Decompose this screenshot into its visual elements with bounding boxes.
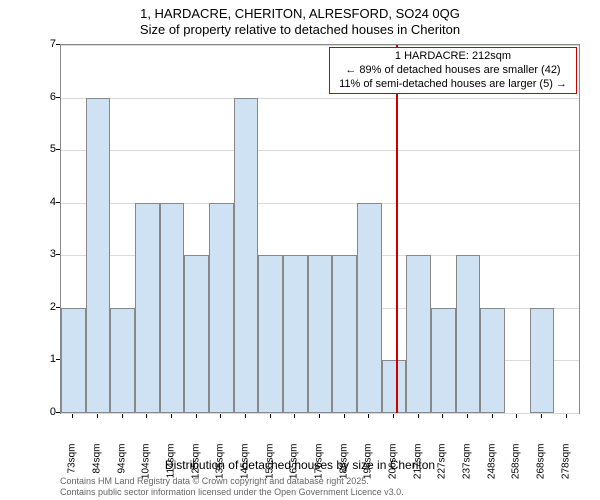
histogram-bar [431, 308, 456, 413]
x-tick-mark [467, 414, 468, 418]
annotation-line: ← 89% of detached houses are smaller (42… [334, 64, 572, 78]
y-tick-mark [56, 149, 60, 150]
title-line1: 1, HARDACRE, CHERITON, ALRESFORD, SO24 0… [0, 6, 600, 21]
gridline [61, 413, 579, 414]
y-tick-label: 1 [42, 353, 56, 365]
x-tick-mark [541, 414, 542, 418]
x-tick-mark [516, 414, 517, 418]
y-tick-mark [56, 359, 60, 360]
x-tick-mark [566, 414, 567, 418]
y-tick-mark [56, 97, 60, 98]
chart-container: 1, HARDACRE, CHERITON, ALRESFORD, SO24 0… [0, 0, 600, 500]
x-tick-mark [122, 414, 123, 418]
y-tick-mark [56, 202, 60, 203]
histogram-bar [61, 308, 86, 413]
y-tick-label: 2 [42, 301, 56, 313]
footnote-line1: Contains HM Land Registry data © Crown c… [60, 476, 369, 486]
x-tick-mark [245, 414, 246, 418]
histogram-bar [209, 203, 234, 413]
x-tick-mark [171, 414, 172, 418]
x-tick-mark [368, 414, 369, 418]
y-tick-mark [56, 254, 60, 255]
y-tick-mark [56, 412, 60, 413]
reference-annotation: 1 HARDACRE: 212sqm← 89% of detached hous… [329, 47, 577, 94]
annotation-line: 1 HARDACRE: 212sqm [334, 50, 572, 64]
x-tick-mark [319, 414, 320, 418]
histogram-bar [530, 308, 555, 413]
histogram-bar [160, 203, 185, 413]
title-line2: Size of property relative to detached ho… [0, 22, 600, 37]
x-tick-mark [270, 414, 271, 418]
x-tick-mark [97, 414, 98, 418]
histogram-bar [135, 203, 160, 413]
reference-line [396, 45, 398, 413]
footnote-line2: Contains public sector information licen… [60, 487, 404, 497]
histogram-bar [283, 255, 308, 413]
x-tick-mark [418, 414, 419, 418]
histogram-bar [258, 255, 283, 413]
y-tick-label: 3 [42, 248, 56, 260]
histogram-bar [308, 255, 333, 413]
y-tick-label: 5 [42, 143, 56, 155]
y-tick-label: 7 [42, 38, 56, 50]
histogram-bar [406, 255, 431, 413]
histogram-bar [234, 98, 259, 413]
histogram-bar [480, 308, 505, 413]
x-tick-mark [146, 414, 147, 418]
plot-area: 1 HARDACRE: 212sqm← 89% of detached hous… [60, 44, 580, 414]
histogram-bar [456, 255, 481, 413]
x-tick-mark [442, 414, 443, 418]
gridline [61, 150, 579, 151]
histogram-bar [382, 360, 407, 413]
x-tick-mark [492, 414, 493, 418]
y-tick-mark [56, 307, 60, 308]
y-tick-label: 0 [42, 406, 56, 418]
y-tick-mark [56, 44, 60, 45]
x-axis-label: Distribution of detached houses by size … [0, 458, 600, 472]
x-tick-mark [196, 414, 197, 418]
histogram-bar [357, 203, 382, 413]
histogram-bar [86, 98, 111, 413]
histogram-bar [184, 255, 209, 413]
histogram-bar [332, 255, 357, 413]
x-tick-mark [72, 414, 73, 418]
histogram-bar [110, 308, 135, 413]
annotation-line: 11% of semi-detached houses are larger (… [334, 78, 572, 92]
x-tick-mark [294, 414, 295, 418]
x-tick-mark [393, 414, 394, 418]
x-tick-mark [220, 414, 221, 418]
y-tick-label: 6 [42, 91, 56, 103]
gridline [61, 45, 579, 46]
y-tick-label: 4 [42, 196, 56, 208]
x-tick-mark [344, 414, 345, 418]
gridline [61, 98, 579, 99]
